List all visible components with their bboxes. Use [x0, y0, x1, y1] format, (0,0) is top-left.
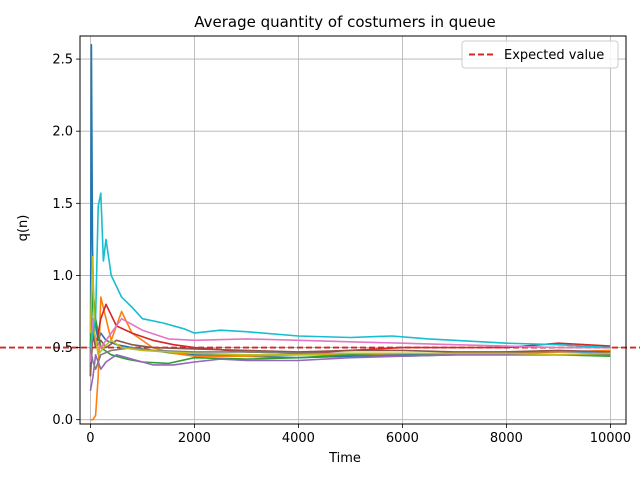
series-line-5: [89, 352, 611, 391]
y-tick-label: 1.0: [52, 269, 73, 284]
x-tick-label: 4000: [282, 431, 315, 446]
x-tick-label: 6000: [386, 431, 419, 446]
x-tick-label: 10000: [590, 431, 631, 446]
plot-frame: [79, 35, 627, 425]
grid: [80, 36, 626, 424]
series-line-6: [89, 332, 611, 377]
axis-ticks: 0 2000 4000 6000 8000 10000 0.0 0.5 1.0 1.5 2.0 2.5: [52, 53, 631, 446]
x-tick-label: 8000: [490, 431, 523, 446]
x-tick-label: 0: [86, 431, 94, 446]
y-tick-label: 0.0: [52, 413, 73, 428]
y-tick-label: 2.0: [52, 125, 73, 140]
legend-box: [461, 40, 619, 69]
series-line-10: [89, 192, 611, 349]
y-axis-label: q(n): [16, 215, 31, 242]
series-line-7: [89, 317, 611, 363]
series-line-4: [89, 303, 611, 363]
y-tick-label: 0.5: [52, 341, 73, 356]
y-tick-label: 1.5: [52, 197, 73, 212]
series-line-9: [89, 255, 611, 356]
series-layer: [89, 43, 611, 421]
series-line-1: [89, 43, 611, 377]
x-tick-label: 2000: [178, 431, 211, 446]
legend-label-expected-value: Expected value: [504, 48, 604, 63]
x-axis-label: Time: [328, 451, 361, 466]
legend: Expected value: [461, 40, 619, 69]
chart-title: Average quantity of costumers in queue: [194, 13, 496, 31]
y-tick-label: 2.5: [52, 53, 73, 68]
